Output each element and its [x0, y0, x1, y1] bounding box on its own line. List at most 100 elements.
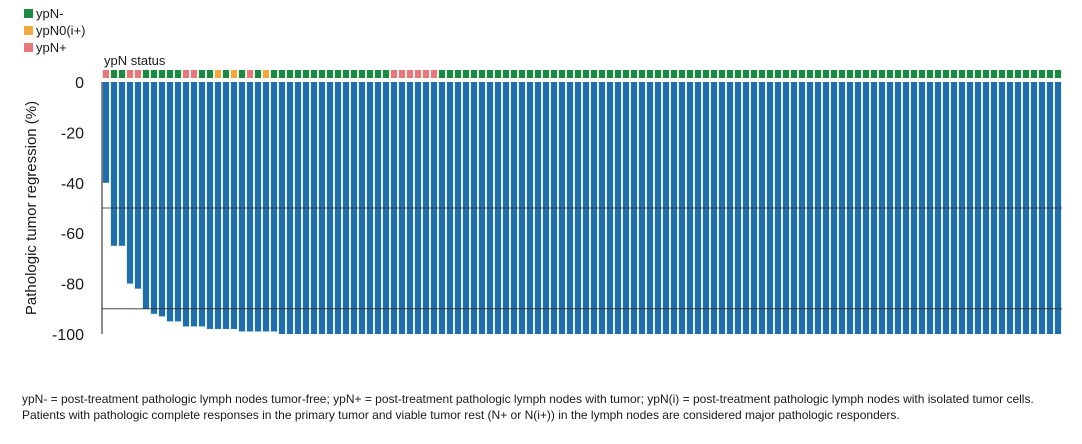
status-marker: [334, 70, 342, 78]
bar: [158, 82, 166, 317]
status-marker: [454, 70, 462, 78]
status-marker: [342, 70, 350, 78]
status-marker: [134, 70, 142, 78]
status-marker: [502, 70, 510, 78]
status-marker: [694, 70, 702, 78]
status-marker: [430, 70, 438, 78]
y-axis: 0 -20 -40 -60 -80 -100: [52, 75, 103, 344]
status-marker: [238, 70, 246, 78]
bar: [206, 82, 214, 329]
status-marker: [198, 70, 206, 78]
status-marker: [174, 70, 182, 78]
status-marker: [758, 70, 766, 78]
status-marker: [662, 70, 670, 78]
status-marker: [742, 70, 750, 78]
status-marker: [846, 70, 854, 78]
status-marker: [462, 70, 470, 78]
status-marker: [630, 70, 638, 78]
status-marker: [806, 70, 814, 78]
bar: [142, 82, 150, 309]
status-marker: [326, 70, 334, 78]
status-marker: [166, 70, 174, 78]
status-marker: [686, 70, 694, 78]
status-marker: [262, 70, 270, 78]
status-marker: [470, 70, 478, 78]
status-marker: [310, 70, 318, 78]
status-marker: [1022, 70, 1030, 78]
status-marker: [318, 70, 326, 78]
status-marker: [774, 70, 782, 78]
bar: [110, 82, 118, 246]
bar: [214, 82, 222, 329]
status-marker: [302, 70, 310, 78]
bar: [150, 82, 158, 314]
status-marker: [598, 70, 606, 78]
status-marker: [358, 70, 366, 78]
status-marker: [902, 70, 910, 78]
status-marker: [1030, 70, 1038, 78]
status-marker: [622, 70, 630, 78]
status-marker: [670, 70, 678, 78]
legend-label-0: ypN-: [36, 6, 63, 21]
status-marker: [414, 70, 422, 78]
status-marker: [982, 70, 990, 78]
status-marker: [974, 70, 982, 78]
status-marker: [486, 70, 494, 78]
status-marker: [766, 70, 774, 78]
status-marker: [966, 70, 974, 78]
status-marker: [550, 70, 558, 78]
status-marker: [958, 70, 966, 78]
status-marker: [182, 70, 190, 78]
status-marker: [918, 70, 926, 78]
status-marker: [710, 70, 718, 78]
bar: [262, 82, 270, 332]
bar: [230, 82, 238, 329]
status-marker: [118, 70, 126, 78]
status-marker: [126, 70, 134, 78]
status-marker: [518, 70, 526, 78]
status-marker: [798, 70, 806, 78]
status-marker: [614, 70, 622, 78]
status-marker: [998, 70, 1006, 78]
status-marker: [254, 70, 262, 78]
bar: [254, 82, 262, 332]
status-marker: [366, 70, 374, 78]
status-marker: [270, 70, 278, 78]
y-tick-label-4: -80: [61, 277, 84, 294]
status-marker: [230, 70, 238, 78]
status-marker: [894, 70, 902, 78]
bar: [246, 82, 254, 332]
status-marker: [382, 70, 390, 78]
bar: [166, 82, 174, 322]
status-marker: [446, 70, 454, 78]
reference-lines: [102, 207, 1062, 310]
status-marker: [838, 70, 846, 78]
status-marker: [510, 70, 518, 78]
status-marker: [678, 70, 686, 78]
footnote: ypN- = post-treatment pathologic lymph n…: [22, 392, 1034, 422]
status-marker: [950, 70, 958, 78]
status-marker: [246, 70, 254, 78]
status-marker: [110, 70, 118, 78]
status-marker: [790, 70, 798, 78]
bar: [190, 82, 198, 327]
y-tick-label-2: -40: [61, 176, 84, 193]
status-marker: [830, 70, 838, 78]
status-marker: [1014, 70, 1022, 78]
bar: [238, 82, 246, 332]
bar: [174, 82, 182, 322]
status-marker: [390, 70, 398, 78]
status-marker: [150, 70, 158, 78]
status-marker: [102, 70, 110, 78]
bar: [126, 82, 134, 284]
y-tick-label-1: -20: [61, 125, 84, 142]
status-marker: [494, 70, 502, 78]
status-marker: [278, 70, 286, 78]
status-marker: [734, 70, 742, 78]
status-marker: [294, 70, 302, 78]
bar: [270, 82, 278, 332]
status-marker: [854, 70, 862, 78]
status-marker: [350, 70, 358, 78]
status-marker: [926, 70, 934, 78]
y-tick-label-0: 0: [75, 75, 84, 92]
